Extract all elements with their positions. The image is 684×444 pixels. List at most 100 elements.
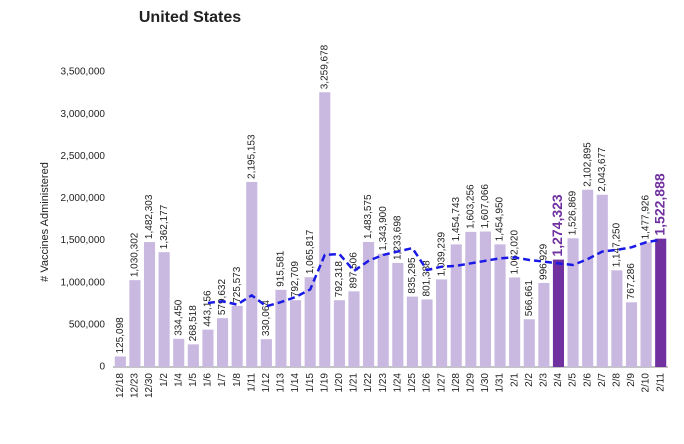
bar — [523, 319, 535, 367]
value-label: 1,065,817 — [305, 229, 316, 274]
value-label: 2,195,153 — [246, 134, 257, 179]
value-label: 915,581 — [276, 250, 287, 287]
x-tick-label: 2/9 — [626, 373, 637, 387]
y-tick-label: 2,000,000 — [61, 193, 106, 204]
y-tick-label: 3,500,000 — [61, 67, 106, 78]
x-tick-label: 12/18 — [115, 373, 126, 398]
x-tick-label: 1/24 — [392, 373, 403, 393]
bar — [479, 231, 491, 367]
y-tick-label: 0 — [99, 362, 105, 373]
x-tick-label: 1/6 — [203, 373, 214, 387]
bar — [158, 252, 170, 367]
value-label: 725,573 — [232, 266, 243, 303]
value-label: 1,362,177 — [159, 204, 170, 249]
value-label: 1,233,698 — [392, 215, 403, 260]
bar — [465, 231, 477, 367]
x-tick-label: 1/29 — [465, 373, 476, 393]
x-tick-label: 1/31 — [495, 373, 506, 393]
value-label: 801,388 — [422, 260, 433, 297]
bar — [246, 181, 258, 367]
bar — [538, 282, 550, 367]
x-tick-label: 1/13 — [276, 373, 287, 393]
value-label: 1,454,743 — [451, 196, 462, 241]
y-tick-label: 1,500,000 — [61, 235, 106, 246]
bar — [596, 194, 608, 367]
bar — [582, 189, 594, 367]
x-tick-label: 1/4 — [173, 373, 184, 387]
bar — [363, 241, 375, 367]
bar — [494, 244, 506, 367]
bar — [260, 339, 272, 367]
bar — [392, 263, 404, 367]
x-tick-label: 1/19 — [319, 373, 330, 393]
x-tick-label: 1/25 — [407, 373, 418, 393]
value-label: 1,039,239 — [436, 231, 447, 276]
bar — [173, 338, 185, 367]
x-tick-label: 1/12 — [261, 373, 272, 393]
x-tick-label: 1/20 — [334, 373, 345, 393]
value-label: 566,661 — [524, 280, 535, 317]
x-tick-label: 2/3 — [538, 373, 549, 387]
x-tick-label: 2/1 — [509, 373, 520, 387]
bar — [290, 300, 302, 367]
bar — [202, 329, 214, 367]
value-label: 3,259,678 — [319, 44, 330, 89]
y-tick-label: 2,500,000 — [61, 151, 106, 162]
value-label: 1,522,888 — [651, 173, 667, 235]
bar — [406, 296, 418, 367]
x-tick-label: 1/21 — [349, 373, 360, 393]
bar — [216, 318, 229, 367]
x-tick-label: 1/2 — [159, 373, 170, 387]
value-label: 1,483,575 — [363, 194, 374, 239]
x-tick-label: 1/27 — [436, 373, 447, 393]
value-label: 1,603,256 — [465, 184, 476, 229]
y-tick-label: 3,000,000 — [61, 109, 106, 120]
x-tick-label: 1/30 — [480, 373, 491, 393]
bar — [129, 280, 141, 367]
value-label: 2,102,895 — [582, 142, 593, 187]
x-tick-label: 2/10 — [641, 373, 652, 393]
x-tick-label: 1/28 — [451, 373, 462, 393]
value-label: 1,607,066 — [480, 184, 491, 229]
x-tick-label: 2/5 — [568, 373, 579, 387]
x-tick-label: 12/23 — [130, 373, 141, 398]
value-label: 1,062,020 — [509, 230, 520, 275]
value-label: 996,929 — [538, 243, 549, 280]
x-tick-label: 2/2 — [524, 373, 535, 387]
x-tick-label: 1/7 — [217, 373, 228, 387]
x-tick-label: 2/8 — [612, 373, 623, 387]
bar — [509, 277, 521, 367]
value-label: 334,450 — [173, 299, 184, 336]
value-label: 835,295 — [407, 257, 418, 294]
value-label: 2,043,677 — [597, 147, 608, 192]
bar — [304, 277, 316, 367]
value-label: 1,482,303 — [144, 194, 155, 239]
value-label: 1,477,926 — [641, 195, 652, 240]
bar — [348, 291, 360, 367]
value-label: 1,343,900 — [378, 206, 389, 251]
x-tick-label: 2/4 — [553, 373, 564, 387]
value-label: 1,147,250 — [612, 222, 623, 267]
bar — [552, 259, 565, 367]
y-axis-label: # Vaccines Administered — [39, 162, 51, 282]
y-tick-label: 1,000,000 — [61, 277, 106, 288]
value-label: 268,518 — [188, 305, 199, 342]
value-label: 1,526,869 — [568, 190, 579, 235]
value-label: 792,318 — [334, 261, 345, 298]
x-tick-label: 1/26 — [422, 373, 433, 393]
bar — [114, 356, 126, 367]
x-tick-label: 1/14 — [290, 373, 301, 393]
bar — [450, 244, 462, 367]
bar — [567, 238, 579, 367]
chart-title: United States — [139, 9, 241, 26]
x-tick-label: 1/8 — [232, 373, 243, 387]
value-label: 1,274,323 — [549, 194, 565, 256]
x-tick-label: 1/11 — [246, 373, 257, 392]
value-label: 767,286 — [626, 263, 637, 300]
x-tick-label: 2/6 — [582, 373, 593, 387]
bar — [333, 300, 345, 367]
value-label: 330,064 — [261, 300, 272, 337]
bar — [436, 279, 448, 367]
value-label: 1,454,950 — [495, 196, 506, 241]
